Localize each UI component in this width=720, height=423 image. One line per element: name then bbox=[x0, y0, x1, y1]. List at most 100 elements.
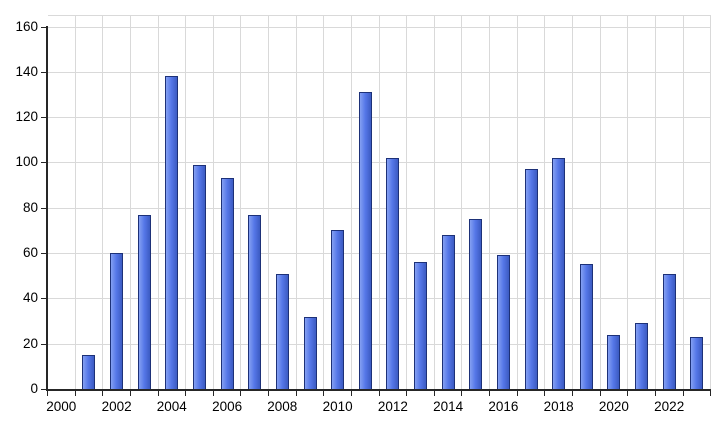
bar-2001 bbox=[82, 355, 96, 390]
vertical-gridline bbox=[406, 15, 408, 389]
horizontal-gridline bbox=[47, 207, 711, 209]
x-axis-tick bbox=[47, 390, 48, 396]
x-axis-tick bbox=[654, 390, 656, 396]
vertical-gridline bbox=[489, 15, 491, 389]
y-axis-label: 120 bbox=[15, 109, 38, 125]
y-axis-label: 20 bbox=[22, 335, 38, 351]
vertical-gridline bbox=[102, 15, 104, 389]
vertical-gridline bbox=[350, 15, 352, 389]
y-axis-tick bbox=[41, 71, 46, 73]
x-axis-tick bbox=[268, 390, 269, 396]
y-axis-label: 60 bbox=[22, 245, 38, 261]
x-axis-tick bbox=[433, 390, 435, 396]
x-axis-label: 2022 bbox=[654, 399, 685, 414]
bar-2014 bbox=[441, 234, 455, 390]
horizontal-gridline bbox=[47, 298, 711, 300]
y-axis-tick bbox=[41, 343, 46, 345]
x-axis-tick bbox=[627, 390, 629, 396]
x-axis-label: 2000 bbox=[46, 399, 77, 414]
bar-2019 bbox=[579, 264, 593, 390]
vertical-gridline bbox=[129, 15, 131, 389]
bar-2021 bbox=[635, 323, 648, 390]
bar-2016 bbox=[496, 255, 510, 390]
bar-2006 bbox=[220, 178, 234, 390]
y-axis-tick bbox=[41, 298, 46, 300]
y-axis-line bbox=[46, 26, 48, 391]
vertical-gridline bbox=[599, 15, 601, 389]
y-axis-label: 100 bbox=[15, 154, 38, 170]
bar-2022 bbox=[662, 273, 676, 390]
x-axis-label: 2012 bbox=[377, 399, 408, 414]
bar-2018 bbox=[552, 157, 566, 390]
x-axis-label: 2002 bbox=[101, 399, 132, 414]
vertical-gridline bbox=[654, 15, 656, 389]
bar-2013 bbox=[414, 262, 427, 390]
y-axis-tick bbox=[41, 253, 46, 255]
bar-2010 bbox=[331, 230, 345, 390]
bar-2020 bbox=[607, 334, 621, 390]
x-axis-tick bbox=[572, 390, 573, 396]
y-axis-tick bbox=[41, 26, 46, 28]
y-axis-tick bbox=[41, 117, 46, 119]
vertical-gridline bbox=[433, 15, 435, 389]
bar-2011 bbox=[358, 92, 372, 390]
y-axis-tick bbox=[41, 207, 46, 209]
bar-2008 bbox=[275, 273, 289, 390]
horizontal-gridline bbox=[47, 71, 711, 73]
x-axis-label: 2004 bbox=[156, 399, 187, 414]
bar-2015 bbox=[469, 219, 483, 390]
x-axis-label: 2006 bbox=[212, 399, 243, 414]
x-axis-tick bbox=[129, 390, 131, 396]
x-axis-tick bbox=[378, 390, 380, 396]
x-axis-tick bbox=[489, 390, 491, 396]
vertical-gridline bbox=[212, 15, 214, 389]
x-axis-tick bbox=[323, 390, 325, 396]
x-axis-tick bbox=[74, 390, 76, 396]
x-axis-tick bbox=[102, 390, 104, 396]
x-axis-tick bbox=[461, 390, 463, 396]
bar-2012 bbox=[386, 157, 400, 390]
vertical-gridline bbox=[710, 15, 712, 389]
bar-2004 bbox=[165, 76, 179, 390]
y-axis-label: 140 bbox=[15, 63, 38, 79]
vertical-gridline bbox=[157, 15, 159, 389]
bar-2005 bbox=[193, 164, 206, 390]
vertical-gridline bbox=[682, 15, 684, 389]
vertical-gridline bbox=[627, 15, 629, 389]
x-axis-tick bbox=[350, 390, 352, 396]
x-axis-tick bbox=[406, 390, 408, 396]
vertical-gridline bbox=[461, 15, 463, 389]
bar-2009 bbox=[303, 316, 317, 390]
bar-2003 bbox=[137, 214, 151, 390]
x-axis-tick bbox=[212, 390, 214, 396]
x-axis-tick bbox=[710, 390, 712, 396]
x-axis-tick bbox=[544, 390, 546, 396]
x-axis-label: 2010 bbox=[322, 399, 353, 414]
bar-2023 bbox=[690, 336, 704, 390]
x-axis-tick bbox=[157, 390, 159, 396]
y-axis-label: 40 bbox=[22, 290, 38, 306]
bar-2002 bbox=[110, 253, 124, 390]
y-axis-tick bbox=[41, 389, 46, 390]
horizontal-gridline bbox=[47, 117, 711, 119]
x-axis-tick bbox=[240, 390, 242, 396]
horizontal-gridline bbox=[47, 343, 711, 345]
horizontal-gridline bbox=[47, 162, 711, 164]
horizontal-gridline bbox=[47, 253, 711, 255]
x-axis-tick bbox=[295, 390, 297, 396]
x-axis-tick bbox=[682, 390, 684, 396]
x-axis-tick bbox=[185, 390, 187, 396]
vertical-gridline bbox=[572, 15, 573, 389]
x-axis-line bbox=[46, 388, 712, 391]
vertical-gridline bbox=[268, 15, 269, 389]
y-axis-label: 0 bbox=[30, 381, 38, 396]
y-axis-tick bbox=[41, 162, 46, 164]
x-axis-label: 2014 bbox=[433, 399, 464, 414]
x-axis-tick bbox=[599, 390, 601, 396]
y-axis-label: 160 bbox=[15, 18, 38, 34]
x-axis-label: 2016 bbox=[488, 399, 519, 414]
vertical-gridline bbox=[185, 15, 187, 389]
vertical-gridline bbox=[544, 15, 546, 389]
vertical-gridline bbox=[516, 15, 518, 389]
